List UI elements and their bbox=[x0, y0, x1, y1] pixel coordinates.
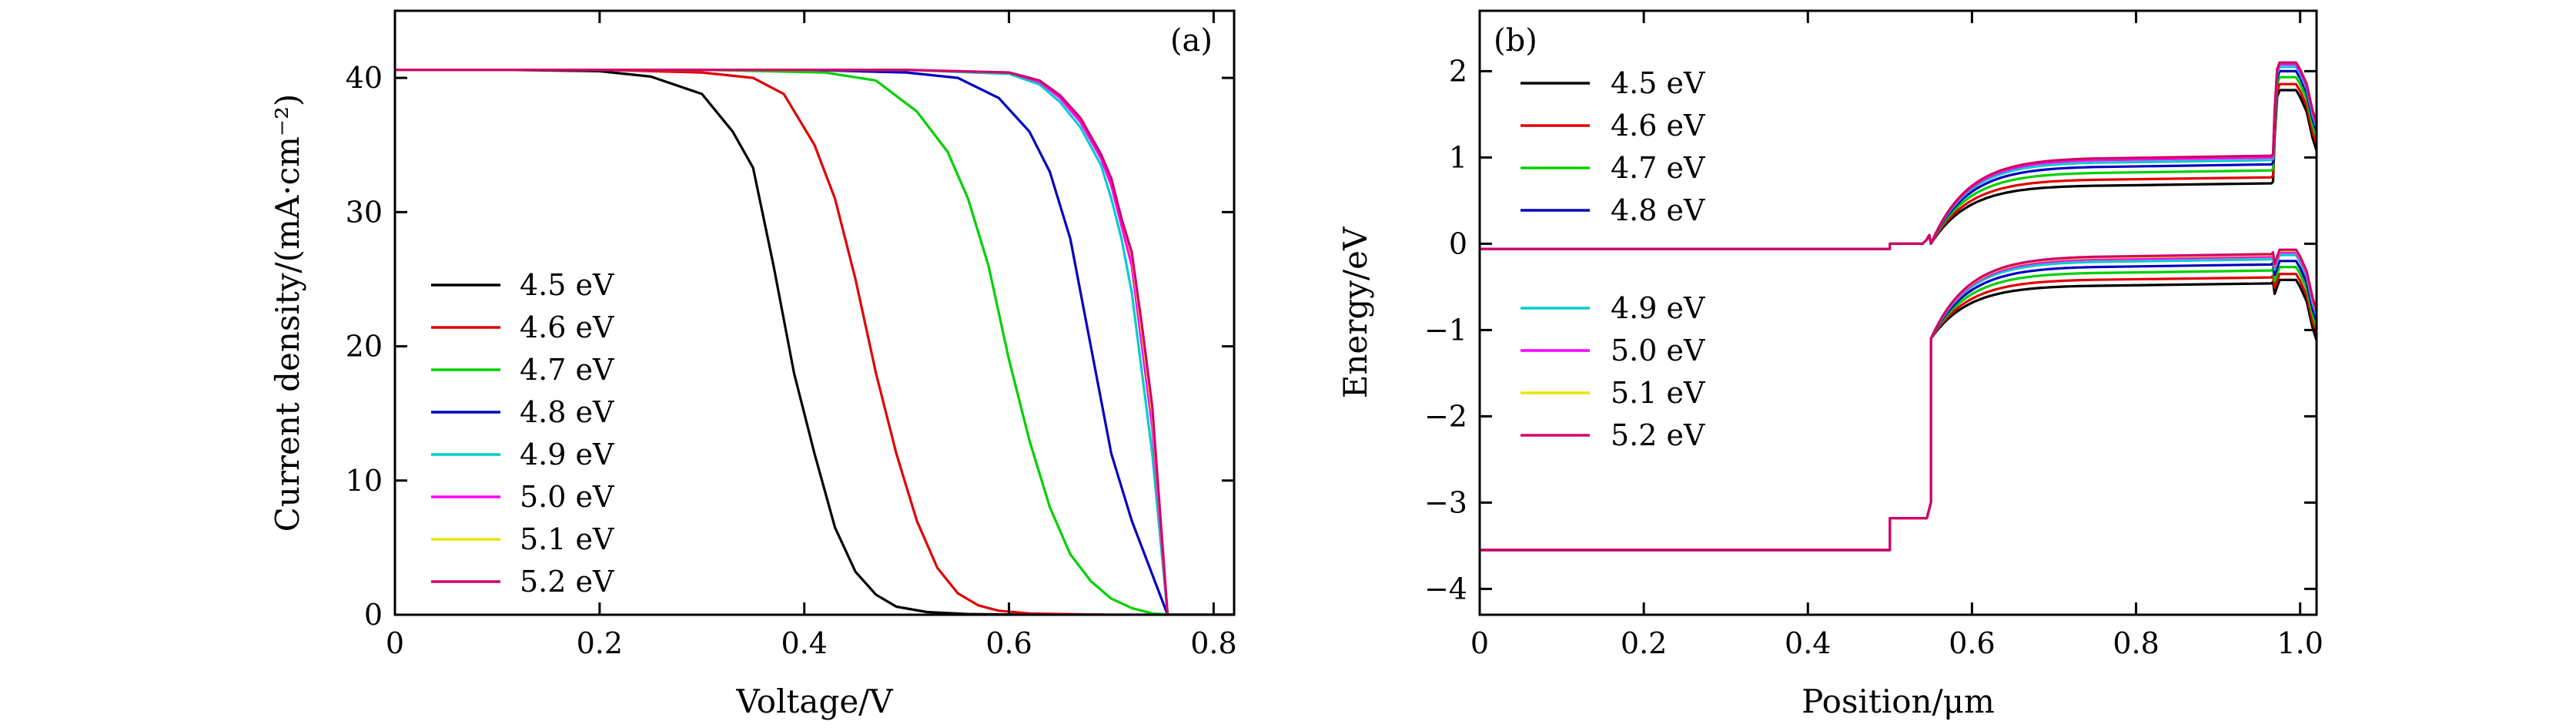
valence-band-line bbox=[1480, 278, 2317, 552]
legend-label: 4.8 eV bbox=[1611, 193, 1705, 227]
legend-label: 5.1 eV bbox=[1611, 376, 1705, 410]
valence-band-line bbox=[1480, 249, 2317, 552]
y-tick-label: 10 bbox=[346, 464, 383, 498]
series-line-4-7-eV bbox=[395, 69, 1234, 615]
x-tick-label: 0 bbox=[1470, 626, 1489, 660]
valence-band-line bbox=[1480, 273, 2317, 552]
x-tick-label: 0.4 bbox=[1785, 626, 1831, 660]
legend-label: 4.6 eV bbox=[1611, 109, 1705, 143]
valence-band-line bbox=[1480, 248, 2317, 552]
x-axis-label: Voltage/V bbox=[735, 683, 893, 720]
x-tick-label: 0 bbox=[386, 626, 404, 660]
legend-label: 5.2 eV bbox=[520, 565, 614, 599]
y-axis-label: Energy/eV bbox=[1337, 226, 1374, 398]
y-tick-label: −2 bbox=[1424, 399, 1467, 433]
y-tick-label: 1 bbox=[1449, 140, 1467, 174]
plot-area bbox=[395, 69, 1234, 615]
chart-panel-a: 0 0.2 0.4 0.6 0.8 0 10 20 30 40 Voltage/V Current d… bbox=[269, 9, 1237, 720]
legend-label: 4.5 eV bbox=[520, 268, 614, 302]
valence-band-line bbox=[1480, 266, 2317, 552]
conduction-band-line bbox=[1480, 61, 2317, 250]
legend-label: 4.9 eV bbox=[520, 438, 614, 471]
y-tick-label: −1 bbox=[1424, 313, 1467, 347]
y-tick-label: 0 bbox=[364, 598, 383, 632]
legend-label: 5.0 eV bbox=[1611, 334, 1705, 367]
x-tick-label: 1.0 bbox=[2277, 626, 2323, 660]
series-line-5-2-eV bbox=[395, 69, 1234, 615]
conduction-band-line bbox=[1480, 89, 2317, 250]
panel-tag: (b) bbox=[1494, 23, 1537, 59]
x-tick-label: 0.2 bbox=[577, 626, 623, 660]
y-tick-label: 40 bbox=[346, 61, 383, 95]
y-tick-label: 20 bbox=[346, 330, 383, 364]
valence-band-line bbox=[1480, 251, 2317, 552]
y-axis-label: Current density/(mA·cm⁻²) bbox=[269, 94, 306, 532]
valence-band-line bbox=[1480, 253, 2317, 552]
legend-label: 4.5 eV bbox=[1611, 66, 1705, 100]
y-tick-label: −4 bbox=[1424, 572, 1467, 606]
valence-band-line bbox=[1480, 260, 2317, 552]
axes-frame bbox=[393, 9, 1236, 616]
panel-tag: (a) bbox=[1170, 23, 1213, 59]
series-line-4-8-eV bbox=[395, 69, 1234, 615]
y-tick-label: 2 bbox=[1449, 54, 1467, 88]
legend-label: 5.0 eV bbox=[520, 480, 614, 514]
series-line-4-9-eV bbox=[395, 69, 1234, 615]
conduction-band-line bbox=[1480, 75, 2317, 250]
x-axis-label: Position/μm bbox=[1802, 683, 1995, 720]
conduction-band-line bbox=[1480, 61, 2317, 250]
y-tick-label: 30 bbox=[346, 195, 383, 229]
x-tick-label: 0.8 bbox=[2113, 626, 2159, 660]
x-tick-label: 0.6 bbox=[985, 626, 1032, 660]
legend-label: 4.9 eV bbox=[1611, 291, 1705, 325]
legend-label: 4.7 eV bbox=[520, 353, 614, 387]
x-tick-label: 0.4 bbox=[781, 626, 827, 660]
axes-frame bbox=[1478, 9, 2318, 616]
x-tick-label: 0.6 bbox=[1949, 626, 1995, 660]
x-tick-label: 0.8 bbox=[1190, 626, 1236, 660]
legend-label: 5.2 eV bbox=[1611, 418, 1705, 452]
legend-label: 5.1 eV bbox=[520, 522, 614, 556]
y-tick-label: 0 bbox=[1449, 226, 1467, 260]
conduction-band-line bbox=[1480, 82, 2317, 250]
legend-label: 4.8 eV bbox=[520, 395, 614, 429]
y-tick-label: −3 bbox=[1424, 485, 1467, 519]
legend-label: 4.6 eV bbox=[520, 310, 614, 344]
chart-panel-b: 0 0.2 0.4 0.6 0.8 1.0 −4 −3 −2 −1 0 1 2 Position/μm En… bbox=[1337, 9, 2323, 720]
legend-label: 4.7 eV bbox=[1611, 151, 1705, 185]
x-tick-label: 0.2 bbox=[1621, 626, 1667, 660]
plot-area bbox=[1480, 61, 2317, 552]
